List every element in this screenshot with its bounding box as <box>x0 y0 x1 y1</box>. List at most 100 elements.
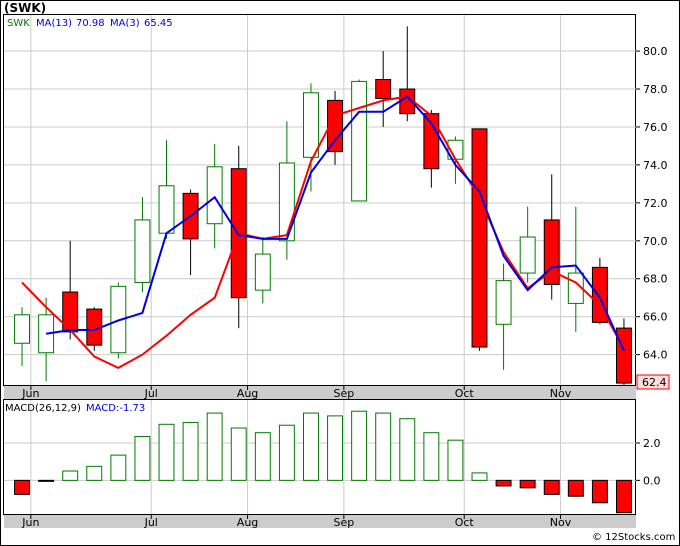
macd-x-label: Jul <box>144 516 158 529</box>
candle-body-up <box>134 219 151 284</box>
legend-symbol: SWK <box>7 18 30 29</box>
macd-bar-positive <box>230 427 247 481</box>
ma3-line <box>45 95 625 352</box>
macd-bar-negative <box>543 479 560 495</box>
macd-y-ticks: 0.0 2.0 <box>636 437 661 487</box>
price-x-label: Jul <box>144 387 158 400</box>
price-x-label: Aug <box>237 387 258 400</box>
candle-body-down <box>471 128 488 348</box>
macd-bar-negative <box>567 479 584 497</box>
candle <box>14 307 31 367</box>
candle-body-down <box>615 327 632 384</box>
macd-bar-positive <box>351 410 368 481</box>
macd-bar-positive <box>278 424 295 481</box>
macd-bar-positive <box>158 423 175 481</box>
candle <box>327 90 344 165</box>
macd-bar-positive <box>423 432 440 481</box>
candle-body-up <box>206 166 223 225</box>
last-price-box <box>636 374 670 390</box>
copyright: © 12Stocks.com <box>592 532 675 543</box>
macd-panel <box>3 399 636 515</box>
macd-bar-negative <box>591 479 608 504</box>
macd-x-label: Sep <box>333 516 354 529</box>
candle-body-down <box>423 113 440 170</box>
price-y-tick-label: 80.0 <box>643 45 668 58</box>
price-x-axis-band <box>4 386 636 399</box>
candle <box>543 174 560 300</box>
legend-ma13-label: MA(13) <box>36 18 72 29</box>
candle <box>519 206 536 283</box>
price-y-tick-label: 70.0 <box>643 235 668 248</box>
price-y-tick-label: 74.0 <box>643 159 668 172</box>
macd-bar-positive <box>375 412 392 481</box>
chart-title: (SWK) <box>4 1 46 15</box>
candle <box>351 79 368 202</box>
price-x-label: Oct <box>455 387 475 400</box>
candle-body-down <box>62 291 79 333</box>
candle <box>375 51 392 127</box>
macd-bar-positive <box>471 472 488 481</box>
macd-bar-positive <box>110 454 127 481</box>
macd-bar-positive <box>134 435 151 481</box>
candle-body-up <box>519 236 536 274</box>
price-x-label: Nov <box>550 387 572 400</box>
macd-bar-positive <box>447 439 464 481</box>
macd-bar-positive <box>86 465 103 481</box>
price-y-tick-label: 72.0 <box>643 197 668 210</box>
candle-body-up <box>278 162 295 242</box>
candle <box>471 128 488 351</box>
macd-bar-positive <box>302 412 319 481</box>
macd-x-label: Jun <box>21 516 39 529</box>
candle <box>62 240 79 340</box>
price-y-tick-label: 78.0 <box>643 83 668 96</box>
macd-bars <box>14 410 632 514</box>
macd-x-axis-band <box>4 515 636 528</box>
candle <box>495 263 512 370</box>
macd-legend-params: MACD(26,12,9) <box>5 403 81 414</box>
ma13-line <box>21 95 625 370</box>
candle-body-down <box>591 266 608 323</box>
macd-bar-positive <box>327 415 344 481</box>
last-price-label: 62.4 <box>642 376 667 389</box>
macd-bar-positive <box>182 421 199 481</box>
price-y-tick-label: 68.0 <box>643 273 668 286</box>
price-y-tick-label: 76.0 <box>643 121 668 134</box>
price-y-tick-label: 64.0 <box>643 349 668 362</box>
candle-body-up <box>351 80 368 202</box>
candle-body-up <box>495 280 512 325</box>
macd-x-label: Oct <box>455 516 475 529</box>
candle-body-down <box>327 99 344 153</box>
candle <box>591 257 608 325</box>
candle <box>615 318 632 385</box>
candle-body-down <box>375 79 392 99</box>
macd-bar-positive <box>206 412 223 481</box>
candle-body-up <box>158 185 175 234</box>
macd-bar-negative <box>615 479 632 514</box>
price-x-label: Jun <box>21 387 39 400</box>
macd-y-tick-label: 2.0 <box>643 437 661 450</box>
macd-bar-negative <box>38 479 55 482</box>
candles <box>14 26 632 385</box>
macd-gridlines <box>4 400 636 514</box>
macd-bar-positive <box>62 470 79 481</box>
macd-x-labels: Jun Jul Aug Sep Oct Nov <box>21 515 572 529</box>
candle-body-up <box>254 253 271 291</box>
price-panel <box>3 14 636 386</box>
price-x-labels: Jun Jul Aug Sep Oct Nov <box>21 386 572 400</box>
macd-bar-positive <box>254 432 271 481</box>
macd-x-label: Nov <box>550 516 572 529</box>
macd-bar-negative <box>519 479 536 489</box>
macd-bar-negative <box>495 479 512 487</box>
candle-body-down <box>543 219 560 285</box>
price-gridlines <box>4 15 636 385</box>
legend-ma3-value: 65.45 <box>144 18 173 29</box>
macd-bar-negative <box>14 479 31 495</box>
macd-y-tick-label: 0.0 <box>643 474 661 487</box>
candle <box>254 237 271 304</box>
candle-body-up <box>14 314 31 344</box>
price-y-tick-label: 66.0 <box>643 311 668 324</box>
macd-legend-value: MACD:-1.73 <box>86 403 145 414</box>
candle-body-up <box>302 92 319 158</box>
